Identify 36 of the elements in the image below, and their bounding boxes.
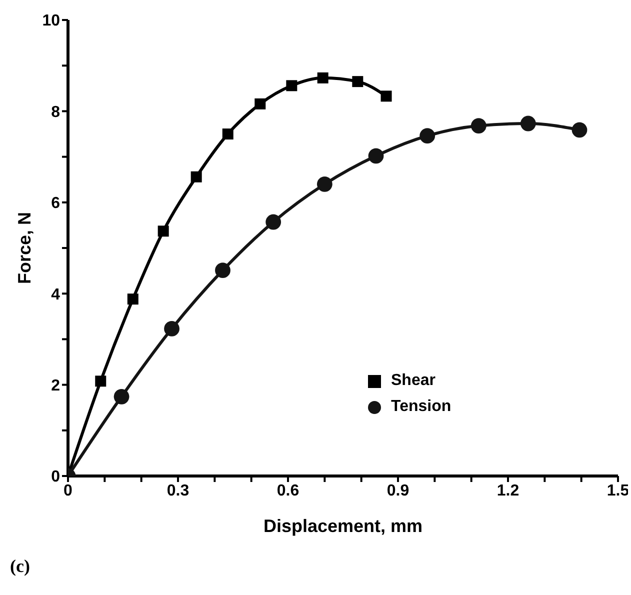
- y-axis-title: Force, N: [14, 212, 34, 284]
- point: [164, 321, 180, 336]
- point: [158, 226, 169, 237]
- text: (c): [10, 556, 30, 577]
- x-tick-label: 0.6: [276, 482, 300, 500]
- point: [222, 128, 234, 140]
- point: [114, 388, 130, 404]
- point: [317, 72, 328, 84]
- y-tick-label: 6: [51, 195, 60, 212]
- point: [127, 294, 138, 305]
- point: [420, 128, 436, 144]
- x-axis-title: Displacement, mm: [263, 516, 423, 536]
- legend-label: Shear: [391, 372, 436, 389]
- x-tick-label: 0.9: [386, 482, 410, 500]
- x-tick-label: 0.3: [166, 482, 190, 500]
- y-tick-label: 4: [51, 286, 60, 304]
- point: [286, 80, 298, 92]
- point: [190, 171, 202, 182]
- point: [316, 176, 332, 192]
- point: [215, 262, 230, 278]
- point: [380, 90, 392, 102]
- y-tick-label: 8: [51, 104, 60, 121]
- point: [95, 376, 106, 387]
- point: [572, 122, 588, 138]
- point: [254, 98, 266, 110]
- x-tick-label: 0: [64, 482, 73, 500]
- point: [470, 118, 486, 134]
- point: [368, 148, 384, 164]
- y-tick-label: 2: [51, 377, 60, 394]
- legend-label: Tension: [391, 398, 452, 415]
- y-tick-label: 10: [42, 12, 60, 30]
- point: [266, 214, 282, 230]
- y-tick-label: 0: [51, 468, 60, 486]
- point: [352, 76, 364, 88]
- point: [520, 116, 536, 132]
- x-tick-label: 1.2: [496, 482, 520, 500]
